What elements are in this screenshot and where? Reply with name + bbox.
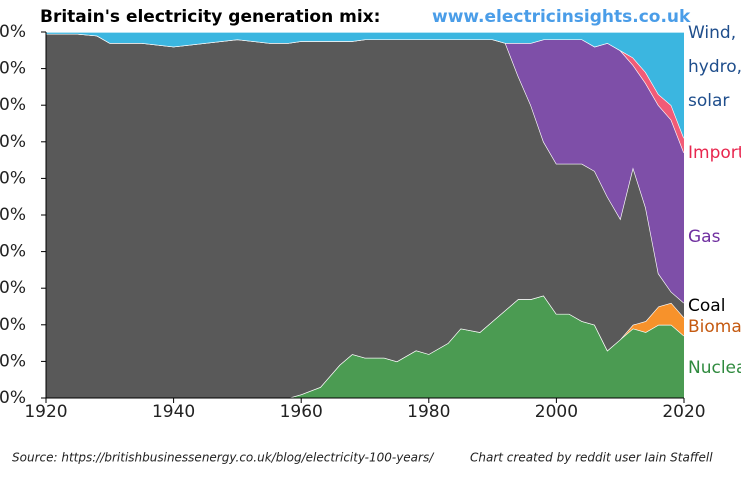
area (46, 295, 684, 398)
area (46, 33, 684, 303)
legend-label: Nuclear (688, 358, 741, 378)
y-tick-label: 30% (0, 278, 26, 298)
y-tick-label: 60% (0, 168, 26, 188)
y-tick-label: 20% (0, 315, 26, 335)
chart-title: Britain's electricity generation mix: (40, 7, 380, 27)
y-tick-label: 70% (0, 132, 26, 152)
legend-label: Imports (688, 143, 741, 163)
legend-label: Gas (688, 227, 721, 247)
x-tick-label: 1960 (280, 402, 323, 422)
y-tick-label: 10% (0, 351, 26, 371)
area (46, 33, 684, 398)
area (46, 32, 684, 139)
x-tick-label: 1980 (407, 402, 450, 422)
y-tick-label: 50% (0, 205, 26, 225)
credit-note: Chart created by reddit user Iain Staffe… (470, 451, 713, 465)
source-note: Source: https://britishbusinessenergy.co… (12, 451, 435, 465)
legend-label: Biomass (688, 317, 741, 337)
legend-label-text: Wind, hydro, solar (688, 23, 741, 111)
x-tick-label: 2000 (535, 402, 578, 422)
legend-label: Coal (688, 296, 725, 316)
legend-label: Wind, hydro, solar (688, 23, 741, 111)
y-tick-label: 40% (0, 242, 26, 262)
y-tick-label: 90% (0, 59, 26, 79)
y-tick-label: 80% (0, 95, 26, 115)
y-tick-label: 0% (0, 388, 26, 408)
x-tick-label: 1920 (24, 402, 67, 422)
y-tick-label: 100% (0, 22, 26, 42)
chart-subtitle: www.electricinsights.co.uk (432, 7, 691, 27)
x-tick-label: 2020 (662, 402, 705, 422)
x-tick-label: 1940 (152, 402, 195, 422)
